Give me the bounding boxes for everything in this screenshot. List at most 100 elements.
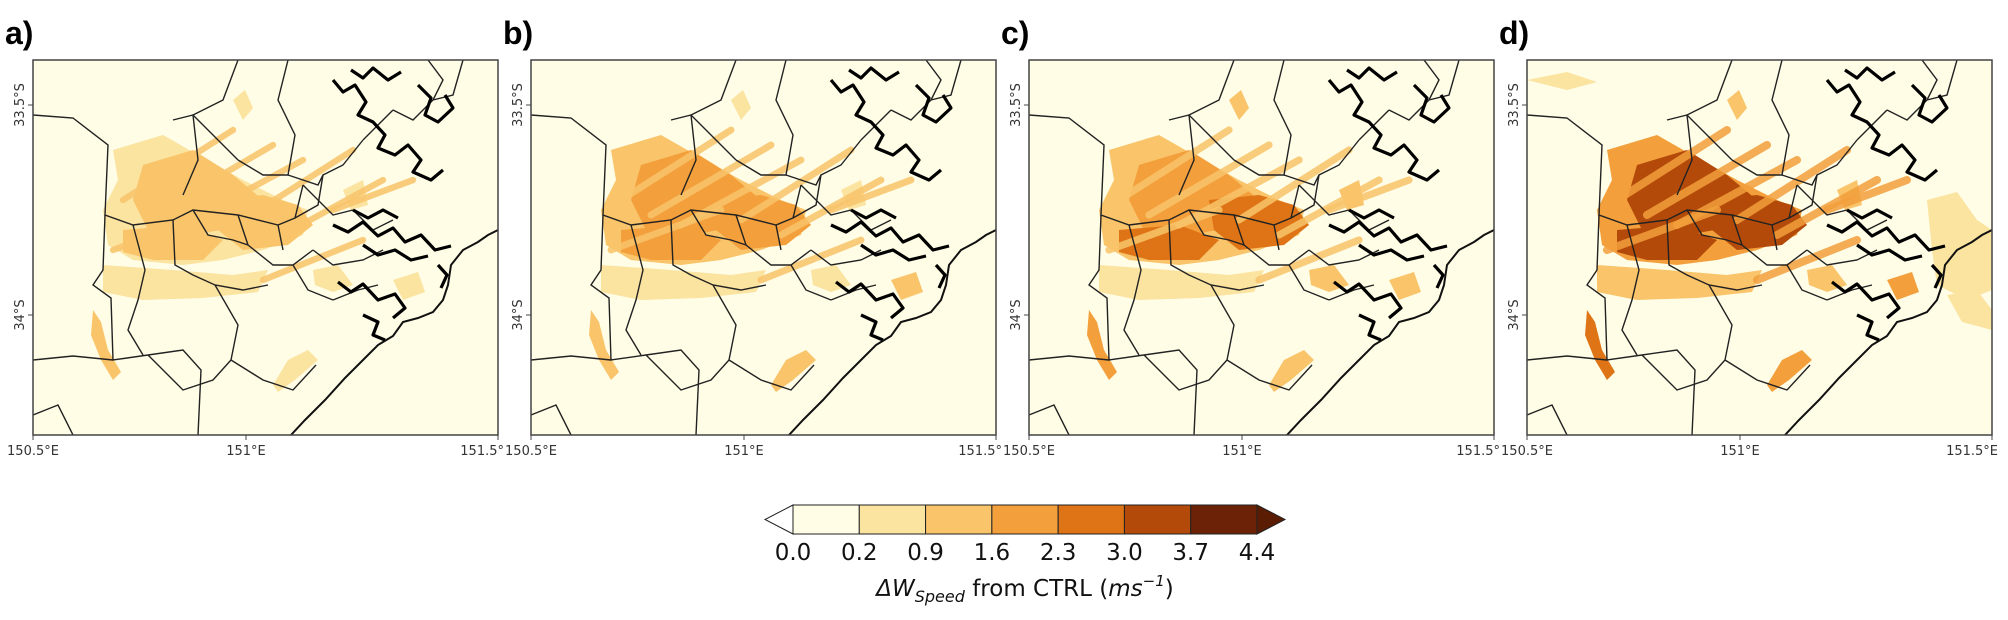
- wind-streak: [647, 141, 775, 219]
- x-tick-label: 151°E: [1720, 444, 1760, 459]
- wind-speed-region: [233, 90, 253, 120]
- district-boundary: [645, 354, 730, 391]
- estuary: [332, 220, 452, 252]
- district-boundary: [690, 209, 747, 246]
- district-boundary: [1168, 219, 1265, 291]
- wind-streak: [757, 236, 865, 284]
- district-boundary: [1423, 60, 1440, 101]
- wind-streak: [1823, 176, 1911, 214]
- colorbar: 0.0 0.2 0.9 1.6 2.3 3.0 3.7 4.4 ΔWSpeed from CTR…: [763, 504, 1287, 606]
- wind-streak: [1603, 206, 1721, 254]
- wind-streak: [329, 176, 417, 214]
- wind-streak: [1325, 176, 1413, 214]
- x-tick-label: 150.5°E: [1501, 444, 1553, 459]
- estuary: [331, 78, 445, 182]
- estuary: [835, 280, 905, 320]
- wind-streak: [1733, 146, 1851, 224]
- district-boundary: [237, 214, 314, 266]
- estuary: [1348, 208, 1395, 220]
- wind-streak: [1613, 126, 1731, 204]
- district-boundary: [1029, 355, 1110, 361]
- colorbar-extend-max: [1256, 504, 1287, 535]
- panel-label: d): [1499, 15, 1529, 51]
- district-boundary: [1358, 109, 1390, 141]
- map-panel-3: 150.5°E 151°E 151.5° 33.5°S 34°S: [1003, 59, 1500, 459]
- wind-streak: [1145, 141, 1273, 219]
- estuary: [1831, 280, 1901, 320]
- district-boundary: [1188, 209, 1245, 246]
- wind-speed-region: [1087, 310, 1117, 380]
- wind-speed-region: [123, 225, 223, 260]
- colorbar-segment: [792, 504, 860, 535]
- estuary: [934, 263, 947, 289]
- y-tick-label: 33.5°S: [1507, 83, 1522, 127]
- district-boundary: [830, 284, 877, 301]
- wind-streak: [1115, 126, 1233, 204]
- district-boundary: [1686, 209, 1743, 246]
- district-boundary: [33, 355, 114, 361]
- wind-streak: [827, 176, 915, 214]
- wind-streak: [239, 146, 357, 224]
- colorbar-segment: [1057, 504, 1125, 535]
- y-tick-label: 34°S: [13, 299, 28, 330]
- district-boundary: [735, 60, 794, 176]
- x-tick-label: 150.5°E: [7, 444, 59, 459]
- x-tick-label: 151.5°: [958, 444, 1002, 459]
- colorbar-tick-label: 2.3: [1040, 540, 1077, 566]
- district-boundary: [670, 219, 767, 291]
- wind-streak: [119, 126, 237, 204]
- wind-speed-region: [891, 272, 923, 300]
- estuary: [352, 208, 399, 220]
- district-boundary: [790, 264, 832, 301]
- district-boundary: [1666, 219, 1763, 291]
- district-boundary: [1796, 184, 1848, 216]
- estuary: [1856, 243, 1923, 262]
- estuary: [850, 208, 897, 220]
- wind-streak: [259, 236, 367, 284]
- estuary: [1846, 208, 1893, 220]
- colorbar-tick-label: 1.6: [974, 540, 1011, 566]
- estuary: [860, 313, 884, 342]
- y-tick-label: 33.5°S: [13, 83, 28, 127]
- district-boundary: [1806, 249, 1878, 266]
- y-tick-label: 34°S: [1009, 299, 1024, 330]
- map-frame: [1526, 59, 1993, 436]
- estuary: [416, 83, 455, 124]
- district-boundary: [1029, 404, 1070, 435]
- district-boundary: [237, 60, 296, 176]
- wind-speed-region: [711, 195, 811, 250]
- estuary: [362, 313, 386, 342]
- map-panel-1: 150.5°E 151°E 151.5° 33.5°S 34°S: [7, 59, 504, 459]
- district-boundary: [1527, 355, 1608, 361]
- wind-speed-region: [1767, 350, 1812, 392]
- estuary: [436, 263, 449, 289]
- coastline: [290, 229, 498, 435]
- district-boundary: [925, 60, 942, 101]
- estuary: [1333, 280, 1403, 320]
- district-boundary: [1731, 214, 1808, 266]
- district-boundary: [1233, 214, 1310, 266]
- colorbar-segment: [1123, 504, 1192, 535]
- district-boundary: [670, 114, 737, 161]
- wind-streak: [1105, 206, 1223, 254]
- district-boundary: [625, 224, 644, 356]
- estuary: [1358, 243, 1425, 262]
- district-boundary: [1771, 224, 1778, 251]
- wind-speed-region: [1585, 310, 1615, 380]
- wind-streak: [1643, 141, 1771, 219]
- colorbar-tick-label: 4.4: [1239, 540, 1276, 566]
- district-boundary: [1273, 224, 1280, 251]
- panel-label: c): [1001, 15, 1029, 51]
- district-boundary: [1168, 114, 1235, 161]
- x-tick-label: 150.5°E: [1003, 444, 1055, 459]
- colorbar-segment: [858, 504, 927, 535]
- y-tick-label: 34°S: [1507, 299, 1522, 330]
- wind-streak: [1753, 236, 1861, 284]
- colorbar-extend-min: [763, 504, 794, 535]
- estuary: [829, 78, 943, 182]
- estuary: [914, 83, 953, 124]
- estuary: [1412, 83, 1451, 124]
- district-boundary: [1731, 60, 1790, 176]
- district-boundary: [332, 284, 379, 301]
